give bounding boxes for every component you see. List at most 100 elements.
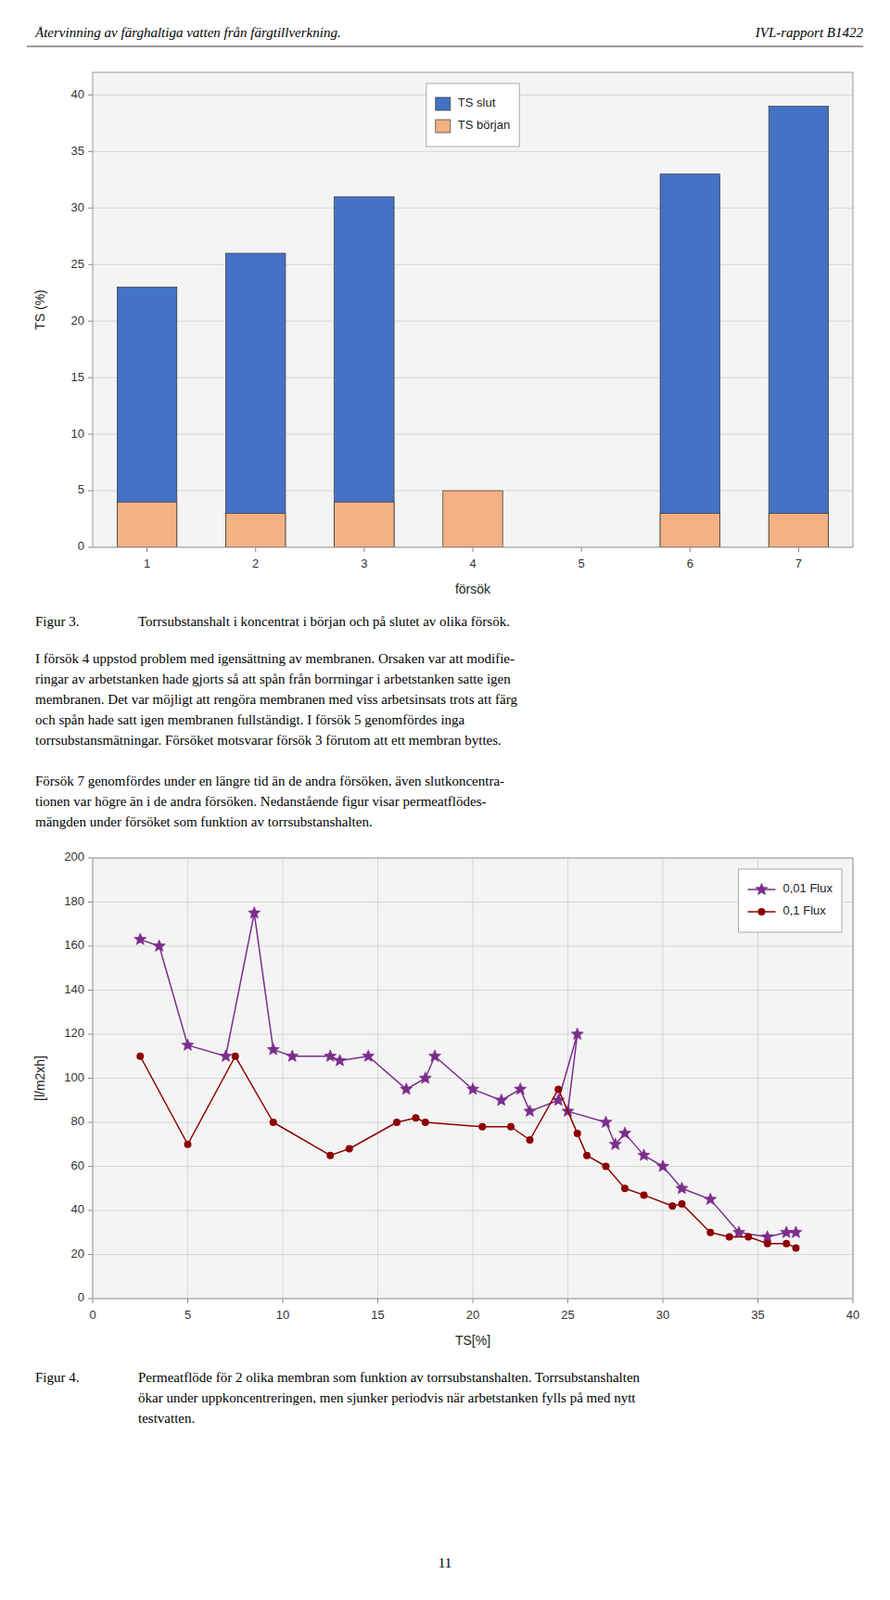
caption: testvatten. (138, 1410, 195, 1425)
tick-mark (88, 433, 93, 435)
plot-area (92, 72, 853, 547)
paragraph-line: tionen var högre än i de andra försöken.… (35, 793, 486, 809)
grid-line (92, 433, 853, 435)
paragraph-line: torrsubstansmätningar. Försöket motsvara… (35, 732, 502, 748)
tick-mark (187, 1297, 189, 1303)
marker (621, 1183, 629, 1192)
bar (768, 512, 828, 547)
paragraph-line: I försök 4 uppstod problem med igensättn… (35, 650, 515, 666)
tick-mark (88, 945, 93, 947)
marker (419, 1071, 432, 1084)
tick-label: 10 (71, 426, 85, 441)
marker (231, 1052, 240, 1060)
tick-mark (581, 546, 583, 552)
marker (675, 1181, 688, 1194)
tick-label: 15 (370, 1307, 384, 1322)
legend-marker (758, 907, 766, 916)
chart-bar: 05101520253035401234567försökTS (%)TS sl… (32, 72, 853, 597)
caption: ökar under uppkoncentreringen, men sjunk… (138, 1389, 636, 1405)
legend-label: TS slut (457, 95, 496, 110)
marker (618, 1126, 631, 1139)
tick-mark (88, 207, 93, 209)
tick-mark (88, 546, 93, 548)
tick-mark (567, 1297, 569, 1303)
tick-label: 35 (71, 143, 85, 158)
plot-area (92, 857, 853, 1298)
tick-label: 6 (686, 556, 694, 571)
tick-label: 200 (63, 849, 85, 864)
tick-mark (662, 1297, 664, 1303)
tick-label: 1 (143, 556, 151, 571)
marker (181, 1038, 194, 1051)
bar (334, 501, 395, 547)
tick-mark (146, 546, 148, 552)
plot-frame (92, 857, 853, 1298)
tick-label: 20 (71, 1246, 85, 1260)
marker (732, 1225, 745, 1238)
legend-swatch (435, 97, 451, 111)
tick-label: 3 (360, 556, 368, 571)
chart-line: 0204060801001201401601802000510152025303… (32, 849, 860, 1348)
data-layer (134, 905, 803, 1251)
marker (333, 1054, 346, 1067)
tick-label: 180 (63, 893, 85, 908)
grid-line (187, 857, 189, 1298)
tick-label: 40 (846, 1307, 860, 1322)
legend-swatch (435, 119, 451, 133)
grid-line (662, 857, 664, 1298)
tick-label: 4 (469, 556, 476, 571)
marker (514, 1081, 527, 1094)
tick-mark (88, 377, 93, 379)
axis-label: TS[%] (455, 1332, 491, 1348)
caption: Torrsubstanshalt i koncentrat i början o… (138, 613, 510, 629)
legend-box (738, 868, 842, 932)
grid-line (377, 857, 379, 1298)
tick-label: 25 (71, 256, 85, 271)
grid-line (567, 857, 569, 1298)
tick-label: 15 (71, 369, 85, 384)
tick-mark (88, 901, 93, 903)
marker (345, 1144, 354, 1153)
data-layer (116, 106, 828, 547)
marker (478, 1122, 486, 1131)
header-right: IVL-rapport B1422 (754, 25, 865, 40)
tick-label: 20 (71, 313, 85, 328)
tick-label: 30 (656, 1307, 670, 1322)
tick-mark (92, 1297, 94, 1303)
grid-line (92, 377, 853, 379)
marker (763, 1239, 772, 1247)
axis-label: TS (%) (32, 289, 48, 331)
marker (362, 1049, 375, 1062)
marker (599, 1115, 612, 1128)
header-rule (26, 46, 864, 48)
paragraph-line: Försök 7 genomfördes under en längre tid… (35, 773, 505, 789)
grid-line (472, 857, 474, 1298)
tick-label: 100 (63, 1069, 85, 1084)
tick-mark (798, 546, 800, 552)
tick-label: 40 (71, 87, 85, 102)
marker (507, 1122, 515, 1131)
marker (744, 1233, 752, 1241)
tick-mark (88, 1165, 93, 1167)
bar (226, 512, 286, 547)
tick-mark (88, 320, 93, 322)
marker (789, 1225, 802, 1238)
tick-label: 25 (560, 1307, 574, 1322)
paragraph-line: och spån hade satt igen membranen fullst… (35, 712, 466, 727)
grid-line (92, 207, 853, 209)
marker (678, 1199, 687, 1208)
marker (412, 1113, 420, 1121)
marker (466, 1081, 479, 1094)
marker (136, 1052, 144, 1060)
marker (267, 1042, 280, 1056)
grid-line (92, 264, 853, 266)
marker (184, 1140, 192, 1148)
tick-label: 5 (578, 556, 585, 571)
marker (725, 1233, 734, 1241)
tick-label: 140 (63, 981, 85, 996)
tick-mark (852, 1297, 854, 1303)
marker (571, 1027, 584, 1040)
grid-line (92, 151, 853, 153)
plot-frame (92, 72, 853, 547)
caption-label: Figur 4. (35, 1369, 80, 1385)
